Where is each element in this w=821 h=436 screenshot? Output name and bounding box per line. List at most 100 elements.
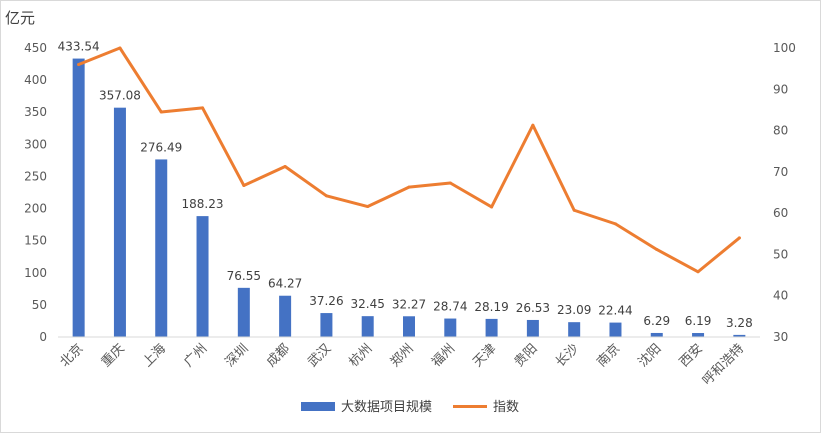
line-point <box>118 46 122 50</box>
bar-data-label: 433.54 <box>58 40 100 54</box>
legend-bar-label: 大数据项目规模 <box>341 400 432 415</box>
bar-series <box>72 58 746 337</box>
x-tick-label: 西安 <box>677 341 706 370</box>
line-point <box>448 181 452 185</box>
left-tick-label: 150 <box>24 234 47 248</box>
right-tick-label: 40 <box>773 289 788 303</box>
bar-data-labels: 433.54 357.08 276.49 188.23 76.55 64.27 37.26 3… <box>58 40 753 330</box>
line-point <box>283 164 287 168</box>
bar <box>237 287 250 337</box>
bar-data-label: 188.23 <box>182 197 224 211</box>
line-point <box>366 205 370 209</box>
bar-data-label: 64.27 <box>268 277 302 291</box>
bar-data-label: 76.55 <box>227 269 261 283</box>
bar <box>609 322 622 337</box>
x-tick-label: 上海 <box>140 341 169 370</box>
x-tick-label: 沈阳 <box>636 341 665 370</box>
bar-data-label: 37.26 <box>309 294 343 308</box>
right-axis-ticks: 30 40 50 60 70 80 90 100 <box>773 41 796 344</box>
x-tick-label: 重庆 <box>98 341 128 371</box>
bar <box>526 319 539 337</box>
x-tick-label: 成都 <box>264 341 293 370</box>
line-point <box>159 110 163 114</box>
right-tick-label: 60 <box>773 206 788 220</box>
x-tick-label: 北京 <box>57 341 86 370</box>
bar-data-label: 23.09 <box>557 303 591 317</box>
bar <box>361 316 374 337</box>
bar <box>568 322 581 337</box>
line-point <box>737 236 741 240</box>
right-tick-label: 50 <box>773 247 788 261</box>
bar <box>279 295 292 337</box>
bar-data-label: 6.19 <box>685 314 712 328</box>
left-tick-label: 250 <box>24 169 47 183</box>
line-point <box>407 185 411 189</box>
left-tick-label: 50 <box>32 298 47 312</box>
bar <box>113 107 126 337</box>
left-tick-label: 0 <box>39 330 47 344</box>
x-tick-label: 深圳 <box>223 341 252 370</box>
x-tick-label: 广州 <box>181 341 210 370</box>
bar <box>196 216 209 337</box>
line-point <box>531 123 535 127</box>
y-axis-unit-label: 亿元 <box>5 9 35 27</box>
left-tick-label: 400 <box>24 73 47 87</box>
left-tick-label: 200 <box>24 202 47 216</box>
right-tick-label: 90 <box>773 82 788 96</box>
right-tick-label: 100 <box>773 41 796 55</box>
bar <box>320 313 333 337</box>
x-tick-label: 贵阳 <box>512 341 541 370</box>
right-tick-label: 70 <box>773 165 788 179</box>
legend: 大数据项目规模 指数 <box>301 400 519 415</box>
left-tick-label: 300 <box>24 137 47 151</box>
left-axis-ticks: 0 50 100 150 200 250 300 350 400 450 <box>24 41 47 344</box>
x-tick-label: 天津 <box>470 341 499 370</box>
bar-data-label: 22.44 <box>598 304 632 318</box>
line-series <box>77 46 741 274</box>
line-point <box>201 106 205 110</box>
x-tick-label: 长沙 <box>553 341 582 370</box>
x-tick-label: 南京 <box>594 341 624 371</box>
x-tick-label: 郑州 <box>388 341 417 370</box>
right-tick-label: 30 <box>773 330 788 344</box>
left-tick-label: 450 <box>24 41 47 55</box>
bar-data-label: 32.45 <box>351 297 385 311</box>
bar-data-label: 357.08 <box>99 89 141 103</box>
bar-data-label: 3.28 <box>726 316 753 330</box>
bar <box>155 159 168 337</box>
bar <box>485 318 498 337</box>
right-tick-label: 80 <box>773 124 788 138</box>
left-tick-label: 100 <box>24 266 47 280</box>
line-point <box>613 222 617 226</box>
x-tick-label: 福州 <box>429 341 458 370</box>
bar <box>444 318 457 337</box>
left-tick-label: 350 <box>24 105 47 119</box>
bar-data-label: 26.53 <box>516 301 550 315</box>
line-point <box>696 270 700 274</box>
bar-data-label: 28.74 <box>433 300 467 314</box>
line-point <box>324 194 328 198</box>
bar-data-label: 32.27 <box>392 297 426 311</box>
x-tick-label: 杭州 <box>347 341 376 370</box>
bar <box>733 334 746 337</box>
legend-line-label: 指数 <box>493 400 519 415</box>
x-tick-label: 呼和浩特 <box>700 341 747 388</box>
line-point <box>242 183 246 187</box>
line-point <box>490 205 494 209</box>
legend-bar-swatch <box>301 402 335 411</box>
line-point <box>77 63 81 67</box>
bar-data-label: 276.49 <box>140 140 182 154</box>
bar <box>692 333 705 337</box>
index-line <box>77 46 741 274</box>
line-point <box>655 247 659 251</box>
bar-data-label: 6.29 <box>643 314 670 328</box>
bar <box>72 58 85 337</box>
line-point <box>572 208 576 212</box>
x-tick-label: 武汉 <box>305 341 334 370</box>
bar-data-label: 28.19 <box>474 300 508 314</box>
bar <box>403 316 415 337</box>
bar <box>650 332 663 337</box>
